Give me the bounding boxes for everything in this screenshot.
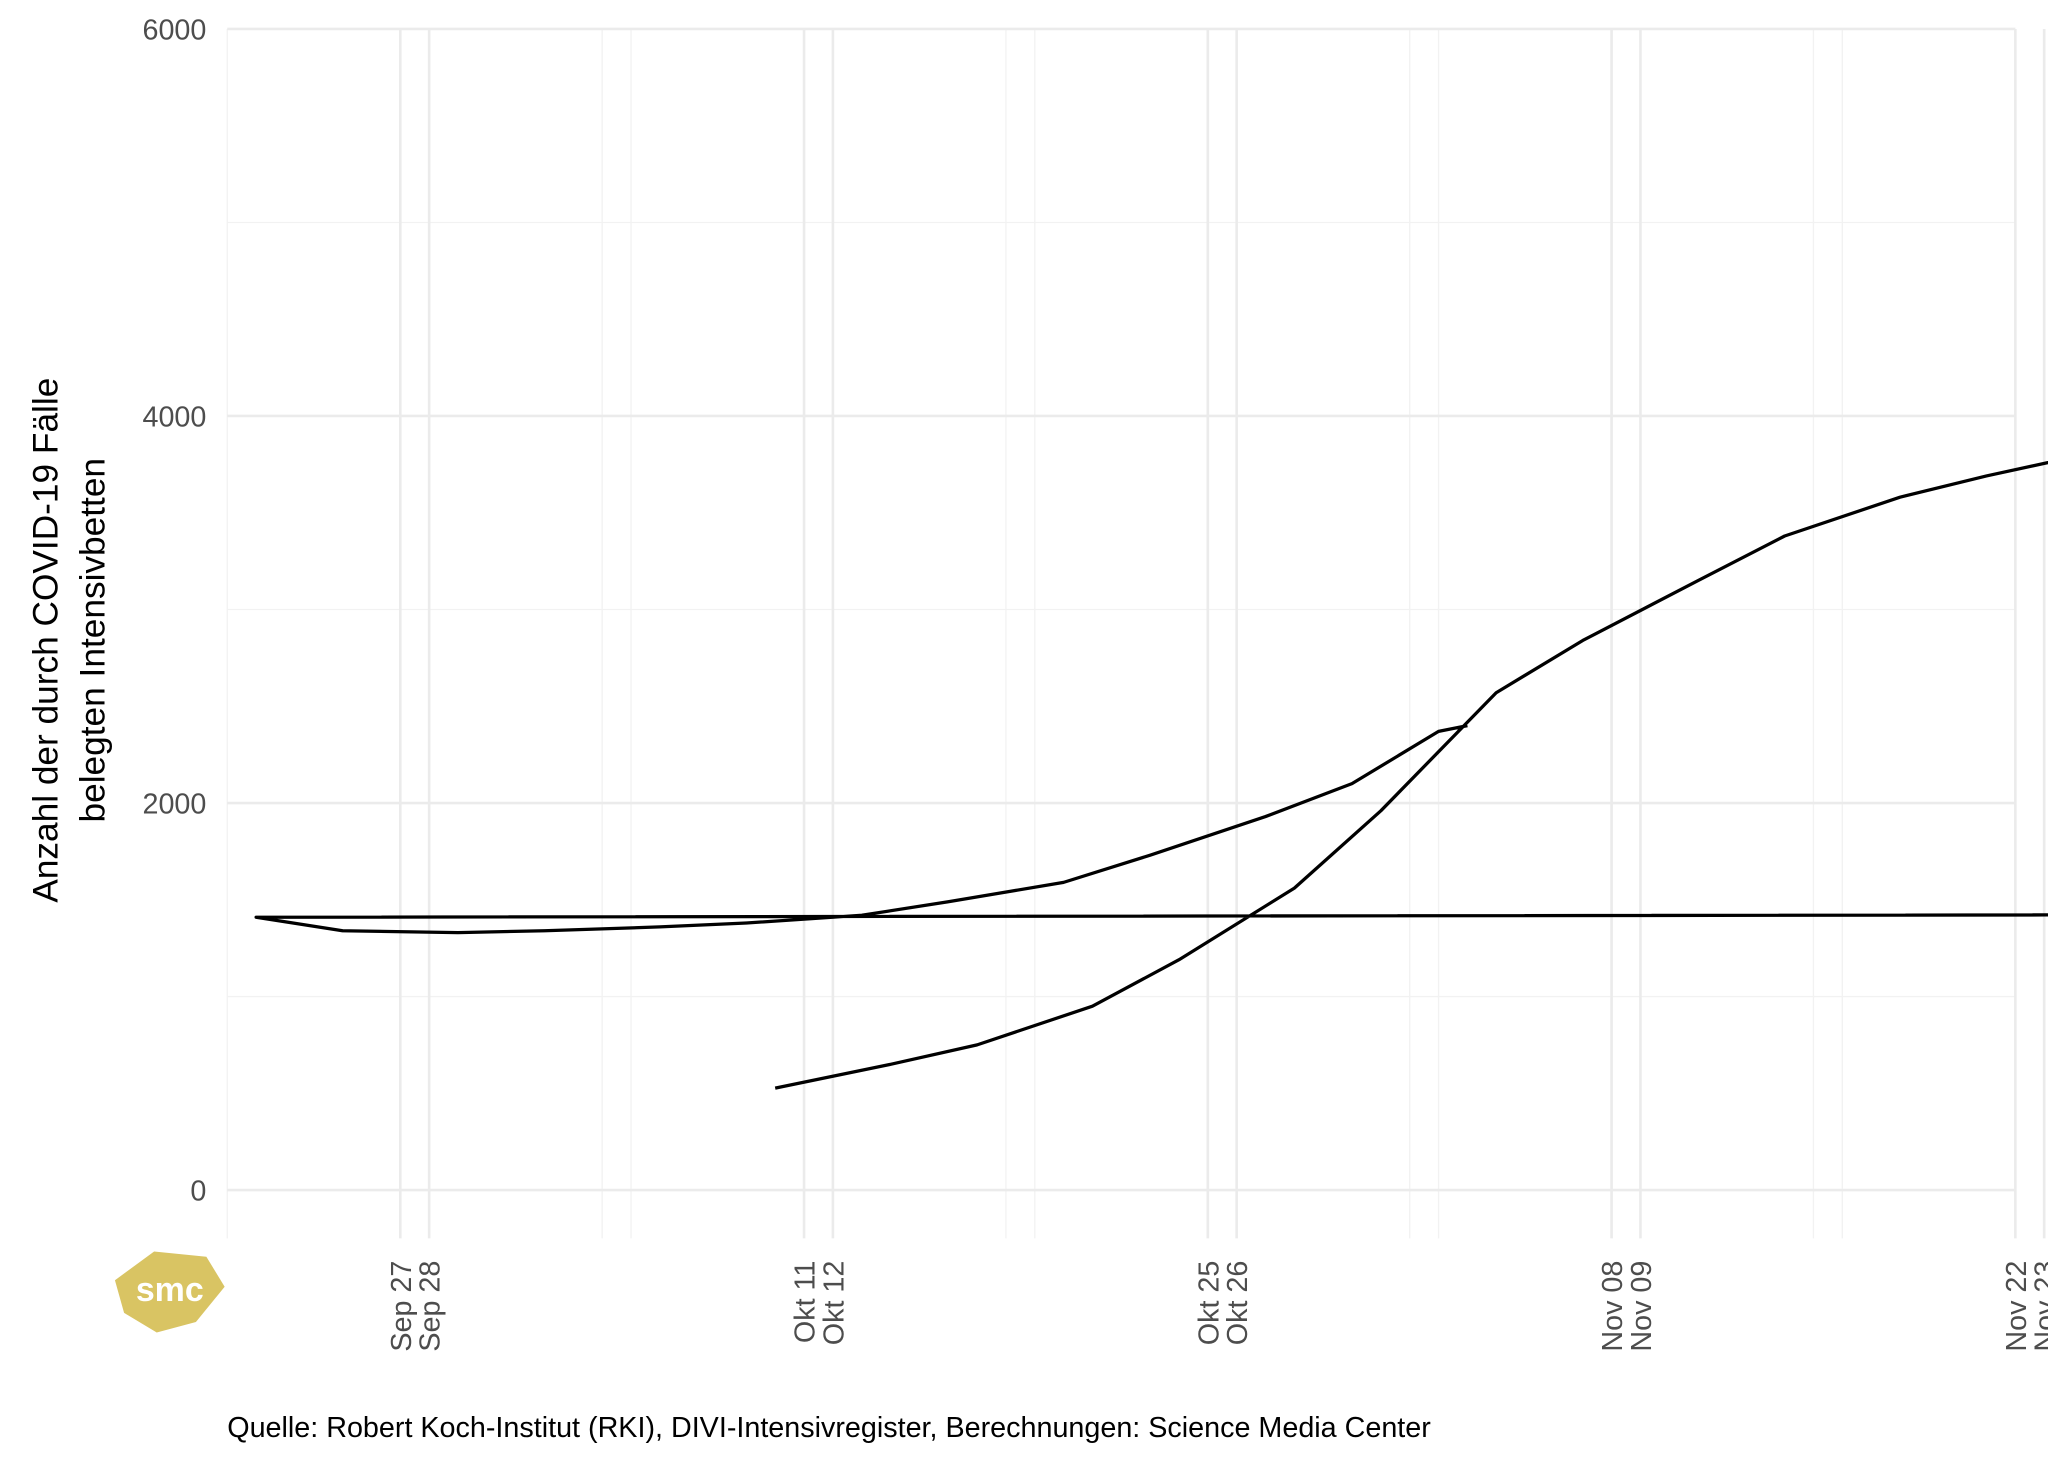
x-tick-label: Nov 23	[2030, 1261, 2048, 1352]
y-axis-label: belegten Intensivbetten	[73, 458, 112, 823]
x-tick-label: Okt 12	[818, 1261, 850, 1346]
x-tick-label: Sep 27	[386, 1261, 418, 1352]
y-tick-label: 2000	[142, 788, 206, 820]
source-note: Quelle: Robert Koch-Institut (RKI), DIVI…	[227, 1412, 1431, 1444]
x-tick-label: Sep 28	[415, 1261, 447, 1352]
logo-text: smc	[136, 1271, 204, 1309]
x-tick-label: Okt 26	[1222, 1261, 1254, 1346]
y-tick-label: 4000	[142, 401, 206, 433]
logo: smc	[114, 1251, 225, 1333]
y-axis-label: Anzahl der durch COVID-19 Fälle	[26, 378, 65, 903]
grid	[226, 27, 2046, 1239]
x-tick-label: Nov 08	[1597, 1261, 1629, 1352]
x-tick-label: Nov 22	[2001, 1261, 2033, 1352]
y-tick-label: 0	[190, 1175, 206, 1207]
y-tick-label: 6000	[142, 14, 206, 46]
logo-shape	[114, 1251, 225, 1333]
x-tick-label: Okt 25	[1193, 1261, 1225, 1346]
data-line	[254, 460, 2048, 1090]
x-tick-label: Okt 11	[790, 1261, 822, 1343]
x-tick-label: Nov 09	[1626, 1261, 1658, 1352]
